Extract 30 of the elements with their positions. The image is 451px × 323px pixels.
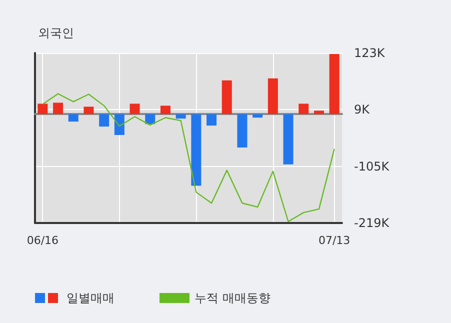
bar [176,114,186,119]
bar [130,104,140,114]
bar [206,114,217,126]
bar [237,114,248,148]
bar [329,54,340,114]
bar [53,102,64,114]
y-tick-label: -105K [354,159,390,174]
bar [268,78,278,114]
y-tick-label: 123K [354,46,386,60]
legend-label: 일별매매 [66,291,114,305]
bar [283,114,294,164]
chart-title: 외국인 [38,26,74,40]
x-tick-label: 07/13 [318,234,350,247]
bar [68,114,78,122]
bar [314,110,324,114]
x-tick-label: 06/16 [26,234,59,247]
bar [222,80,232,114]
bar [160,106,170,114]
bar [114,114,124,136]
bar [38,104,48,114]
legend-label: 누적 매매동향 [194,291,270,305]
bar [191,114,202,186]
y-tick-label: 9K [354,102,371,117]
bar [84,106,94,114]
line-series [42,93,335,222]
bar [252,114,263,118]
bar [145,114,156,124]
y-tick-label: -219K [354,216,390,230]
bar [99,114,110,127]
bar [298,104,309,114]
